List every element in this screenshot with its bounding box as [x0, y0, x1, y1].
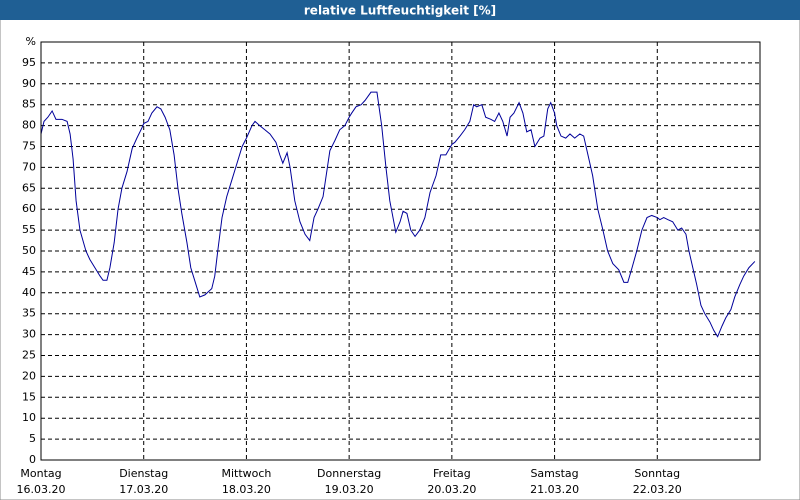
y-tick-label: 0 — [29, 453, 36, 466]
chart-title: relative Luftfeuchtigkeit [%] — [304, 4, 496, 18]
y-tick-label: 80 — [22, 119, 36, 132]
x-tick-sublabel: 20.03.20 — [427, 483, 476, 496]
x-tick-sublabel: 17.03.20 — [119, 483, 168, 496]
y-tick-label: 75 — [22, 140, 36, 153]
y-tick-label: 90 — [22, 77, 36, 90]
y-tick-label: 20 — [22, 369, 36, 382]
x-tick-sublabel: 18.03.20 — [222, 483, 271, 496]
y-tick-label: 15 — [22, 390, 36, 403]
y-tick-label: 60 — [22, 202, 36, 215]
y-tick-label: 50 — [22, 244, 36, 257]
y-tick-label: 10 — [22, 411, 36, 424]
x-tick-sublabel: 22.03.20 — [633, 483, 682, 496]
x-tick-label: Montag — [20, 467, 61, 480]
y-tick-label: 35 — [22, 307, 36, 320]
x-tick-sublabel: 16.03.20 — [17, 483, 66, 496]
x-tick-label: Mittwoch — [221, 467, 271, 480]
data-line — [40, 91, 756, 338]
y-tick-label: 5 — [29, 432, 36, 445]
y-tick-label: 55 — [22, 223, 36, 236]
x-tick-label: Freitag — [433, 467, 471, 480]
y-tick-label: 30 — [22, 328, 36, 341]
y-tick-label: 65 — [22, 181, 36, 194]
title-bar — [0, 0, 800, 20]
x-tick-label: Samstag — [530, 467, 578, 480]
x-tick-label: Sonntag — [634, 467, 680, 480]
x-tick-label: Donnerstag — [317, 467, 381, 480]
y-tick-label: % — [26, 35, 36, 48]
y-tick-label: 95 — [22, 56, 36, 69]
y-tick-label: 70 — [22, 160, 36, 173]
x-tick-sublabel: 19.03.20 — [325, 483, 374, 496]
y-tick-label: 85 — [22, 98, 36, 111]
y-tick-label: 40 — [22, 286, 36, 299]
y-tick-label: 25 — [22, 349, 36, 362]
plot-border — [40, 41, 761, 461]
y-tick-label: 45 — [22, 265, 36, 278]
x-tick-label: Dienstag — [119, 467, 168, 480]
x-tick-sublabel: 21.03.20 — [530, 483, 579, 496]
